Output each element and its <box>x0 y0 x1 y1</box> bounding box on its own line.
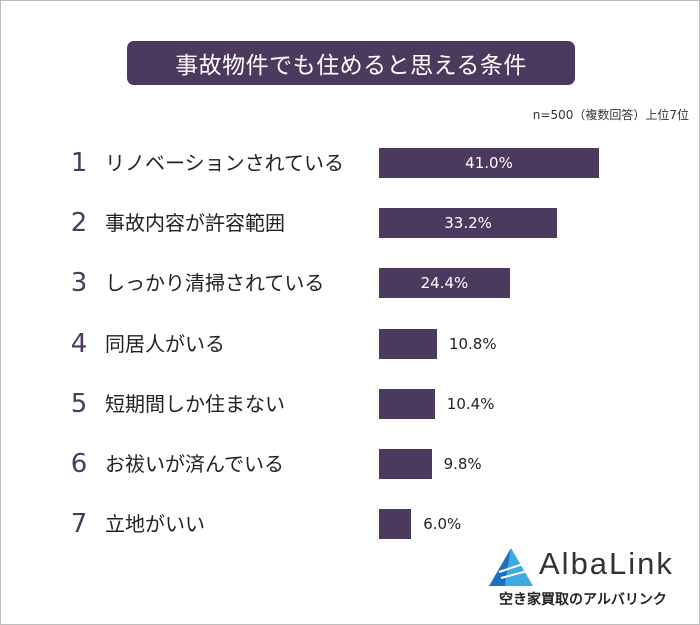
bar <box>379 509 412 540</box>
rank-number: 1 <box>70 148 88 178</box>
category-label: 同居人がいる <box>105 331 225 356</box>
rank-number: 4 <box>70 328 88 359</box>
rank-number: 5 <box>70 388 88 419</box>
bar <box>379 388 435 419</box>
bar <box>379 328 437 359</box>
category-label: 立地がいい <box>105 512 205 537</box>
bar-row: 1 リノベーションされている 41.0% <box>1 147 699 179</box>
category-label: お祓いが済んでいる <box>105 452 284 476</box>
sample-note: n=500（複数回答）上位7位 <box>532 108 689 122</box>
rank-number: 6 <box>70 449 88 479</box>
rank-number: 3 <box>70 268 88 299</box>
bar <box>379 268 510 299</box>
category-label: しっかり清掃されている <box>105 271 325 296</box>
logo-wordmark: AlbaLink <box>539 546 674 581</box>
value-label: 6.0% <box>423 515 462 534</box>
albalink-logo: AlbaLink 空き家買取のアルバリンク <box>489 546 689 616</box>
bar <box>379 208 558 239</box>
bar-row: 2 事故内容が許容範囲 33.2% <box>1 207 699 239</box>
bar-row: 5 短期間しか住まない 10.4% <box>1 388 699 420</box>
bar <box>379 148 599 178</box>
chart-title: 事故物件でも住めると思える条件 <box>127 41 575 85</box>
value-label: 33.2% <box>444 214 492 233</box>
value-label: 10.4% <box>446 394 495 413</box>
bar-row: 3 しっかり清掃されている 24.4% <box>1 267 699 299</box>
value-label: 10.8% <box>448 334 497 353</box>
bar-row: 6 お祓いが済んでいる 9.8% <box>1 448 699 480</box>
category-label: リノベーションされている <box>105 151 344 175</box>
bar-row: 4 同居人がいる 10.8% <box>1 328 699 360</box>
rank-number: 2 <box>70 208 88 239</box>
value-label: 9.8% <box>443 455 482 473</box>
logo-tagline: 空き家買取のアルバリンク <box>499 592 667 608</box>
logo-triangle-icon <box>489 548 533 586</box>
bar-row: 7 立地がいい 6.0% <box>1 508 699 540</box>
category-label: 事故内容が許容範囲 <box>105 211 285 236</box>
category-label: 短期間しか住まない <box>105 391 285 416</box>
value-label: 24.4% <box>420 274 469 293</box>
value-label: 41.0% <box>465 154 513 172</box>
bar <box>379 449 432 479</box>
rank-number: 7 <box>70 509 88 540</box>
